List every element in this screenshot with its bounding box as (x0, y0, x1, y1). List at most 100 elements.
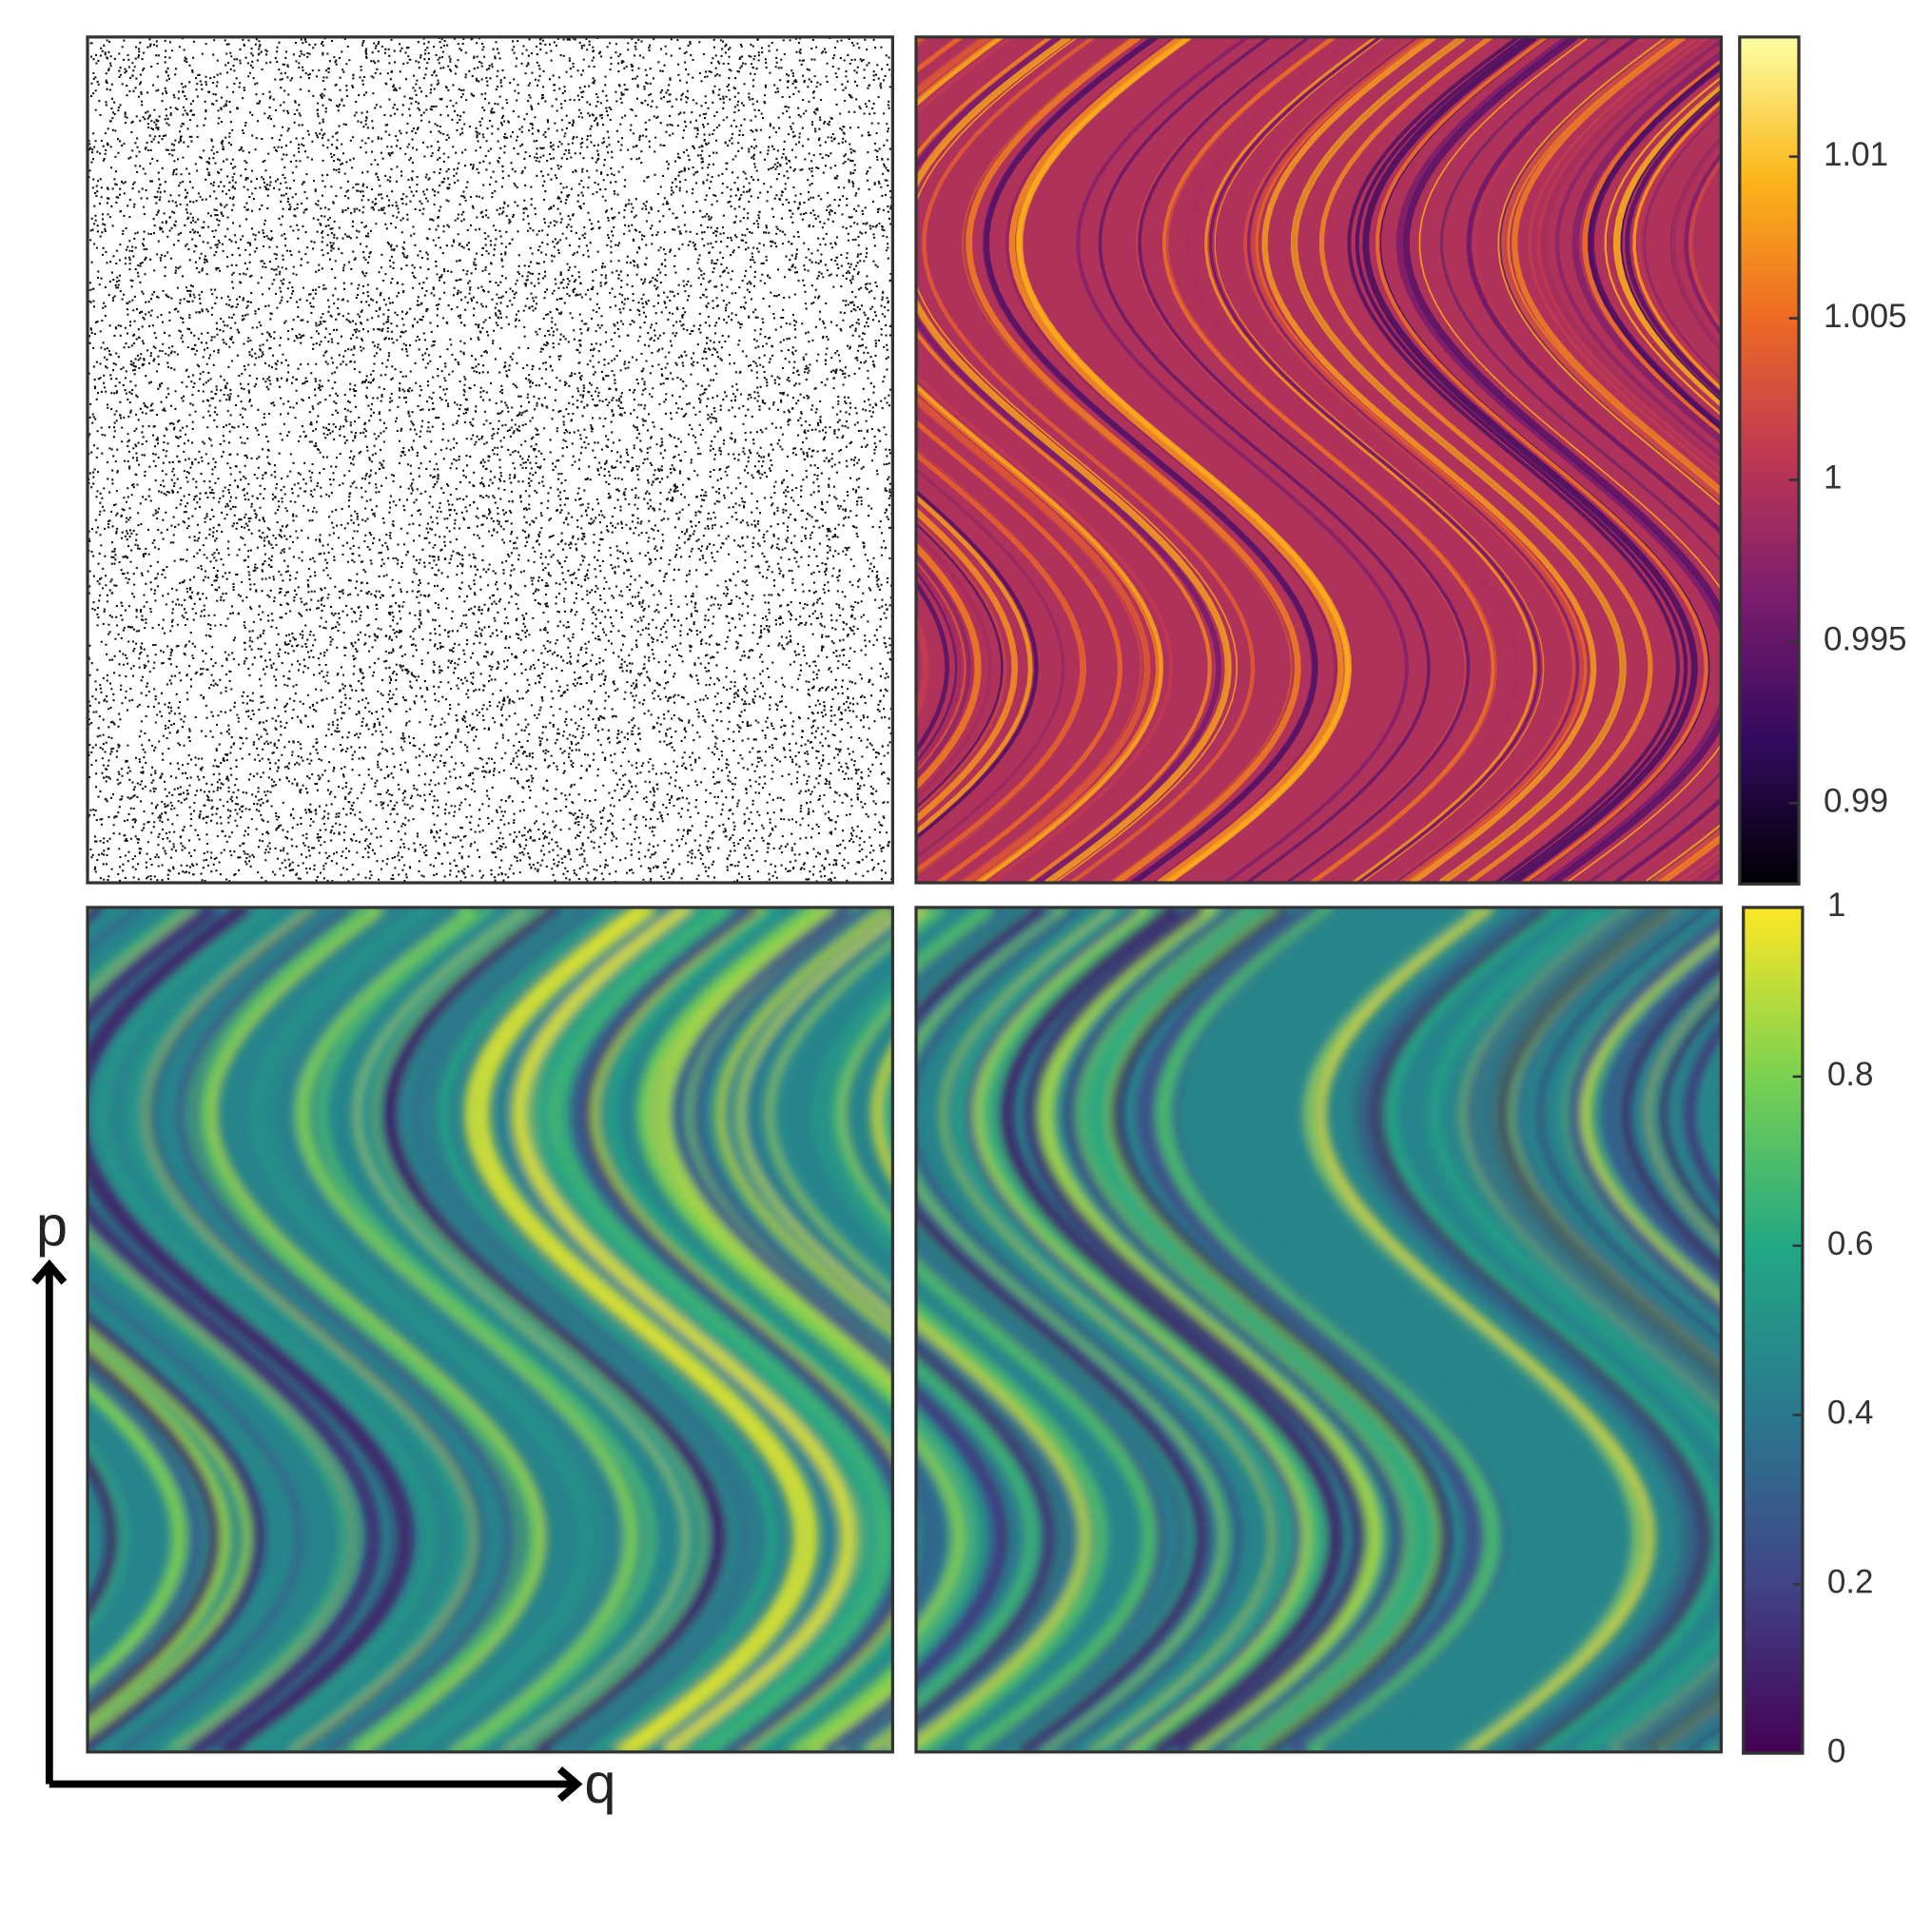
texture-band (1912, 37, 1932, 883)
texture-band (1811, 907, 1932, 1752)
texture-band (916, 36, 1232, 884)
texture-band (916, 36, 1151, 884)
texture-band (88, 1439, 128, 1633)
axis-arrows (31, 1259, 583, 1802)
texture-band (1827, 907, 1932, 1752)
texture-band (916, 579, 950, 754)
texture-band (1917, 37, 1932, 883)
texture-band (774, 945, 893, 1288)
texture-band (916, 494, 1033, 835)
heatmap-panel (916, 907, 1932, 1752)
texture-band (1494, 907, 1722, 1752)
texture-band (916, 36, 1239, 884)
texture-band (1463, 907, 1722, 1752)
texture-band (812, 975, 893, 1255)
texture-band (604, 907, 893, 1752)
texture-band (274, 907, 609, 1752)
texture-band (1208, 36, 1541, 884)
texture-band (916, 36, 1123, 884)
colorbar-tick-label: 0.99 (1824, 783, 1888, 820)
texture-band (1512, 907, 1722, 1752)
texture-band (519, 907, 851, 1752)
texture-band (476, 907, 807, 1752)
texture-band (88, 907, 251, 1741)
texture-band (916, 907, 1164, 1752)
texture-band (0, 907, 11, 1752)
texture-band (1318, 36, 1653, 884)
colorbar-tick-label: 0.8 (1827, 1056, 1874, 1093)
texture-band (0, 907, 2, 1752)
texture-band (0, 907, 25, 1752)
texture-band (965, 907, 1302, 1752)
texture-band (916, 489, 1039, 840)
panel-frame (86, 906, 895, 1754)
texture-band (431, 907, 766, 1752)
texture-band (1466, 36, 1722, 884)
texture-band (916, 907, 1207, 1752)
texture-band (1246, 36, 1579, 884)
texture-band (916, 36, 1222, 884)
texture-band (690, 907, 893, 1752)
texture-band (657, 907, 893, 1752)
texture-band (736, 916, 893, 1752)
texture-band (120, 907, 459, 1752)
texture-band (1166, 36, 1498, 884)
texture-band (916, 1357, 1039, 1711)
texture-band (984, 36, 1318, 884)
texture-band (916, 1341, 1057, 1726)
colorbar-tick-label: 1 (1824, 459, 1842, 497)
texture-band (88, 907, 303, 1752)
heatmap-panel (0, 907, 893, 1752)
texture-band (640, 907, 893, 1752)
texture-band (966, 36, 1301, 884)
texture-band (916, 1326, 1077, 1739)
texture-band (916, 1418, 976, 1654)
texture-band (437, 907, 778, 1752)
texture-band (916, 36, 1088, 876)
texture-band (829, 992, 893, 1238)
texture-band (536, 907, 880, 1752)
texture-band (916, 907, 1241, 1752)
texture-band (1395, 36, 1722, 884)
texture-band (916, 907, 1091, 1750)
texture-band (1179, 907, 1524, 1752)
texture-band (149, 907, 483, 1752)
y-axis-label: p (36, 1194, 68, 1258)
texture-band (1688, 157, 1722, 330)
colorbar-tick-label: 0.995 (1824, 621, 1907, 658)
texture-band (1660, 995, 1722, 1235)
texture-band (1402, 36, 1722, 884)
texture-band (1008, 36, 1344, 884)
texture-band (377, 907, 709, 1752)
texture-band (1317, 907, 1655, 1752)
texture-band (1604, 75, 1722, 417)
texture-band (1005, 36, 1337, 884)
texture-band (1377, 907, 1713, 1752)
texture-band (1888, 37, 1932, 883)
texture-band (88, 907, 290, 1752)
texture-band (1136, 36, 1467, 884)
texture-band (1076, 36, 1409, 884)
texture-band (1315, 907, 1646, 1752)
texture-band (1155, 907, 1500, 1752)
colorbar (1742, 906, 1805, 1755)
texture-band (1418, 36, 1722, 884)
texture-band (916, 907, 1158, 1752)
texture-band (916, 907, 1227, 1752)
texture-band (916, 36, 1212, 884)
texture-band (1554, 38, 1722, 884)
texture-band (1017, 36, 1352, 884)
texture-band (1251, 36, 1584, 884)
panel-frame (86, 35, 895, 885)
texture-band (916, 493, 1035, 836)
texture-band (88, 1338, 232, 1728)
texture-band (1214, 36, 1545, 884)
texture-band (916, 1372, 1023, 1698)
heatmap-texture (0, 907, 893, 1752)
texture-band (1098, 36, 1431, 884)
texture-band (1684, 1020, 1722, 1208)
texture-band (1512, 36, 1722, 884)
texture-band (373, 907, 707, 1752)
colorbar-tick-label: 0.4 (1827, 1395, 1874, 1432)
texture-band (383, 907, 727, 1752)
